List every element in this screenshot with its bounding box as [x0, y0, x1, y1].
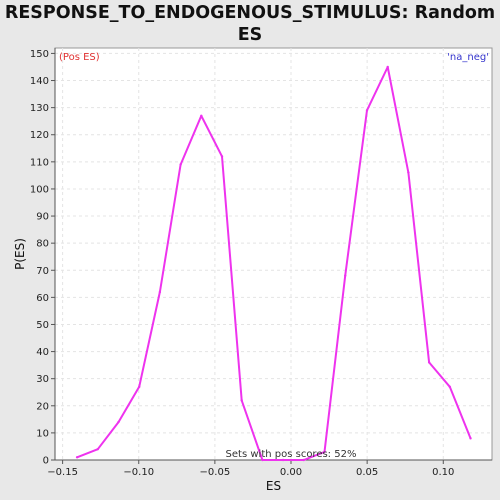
data-point — [240, 399, 243, 402]
data-point — [323, 450, 326, 454]
data-point — [427, 361, 431, 364]
data-point — [448, 385, 452, 389]
data-point — [179, 163, 182, 166]
series-layer — [75, 65, 472, 462]
data-point — [302, 458, 306, 462]
y-tick-label: 100 — [30, 184, 49, 195]
legend-na-neg: 'na_neg' — [447, 52, 489, 63]
y-tick-label: 120 — [30, 130, 49, 141]
y-tick-label: 20 — [36, 401, 49, 412]
x-tick-label: 0.10 — [432, 467, 454, 478]
y-tick-label: 60 — [36, 293, 49, 304]
pos-scores-annotation: Sets with pos scores: 52% — [226, 449, 357, 460]
data-point — [220, 155, 224, 158]
data-point — [261, 458, 264, 462]
x-tick-label: 0.05 — [356, 467, 378, 478]
y-tick-label: 80 — [36, 239, 49, 250]
x-axis-label: ES — [266, 479, 281, 493]
y-tick-label: 90 — [36, 212, 49, 223]
data-point — [138, 385, 141, 389]
x-tick-label: −0.10 — [123, 467, 154, 478]
y-tick-label: 0 — [43, 456, 49, 467]
data-point — [407, 171, 410, 174]
data-point — [117, 420, 120, 424]
series-line-0 — [76, 66, 472, 461]
data-point — [281, 458, 285, 462]
data-point — [344, 274, 347, 277]
data-point — [469, 437, 472, 440]
y-tick-label: 140 — [30, 76, 49, 87]
y-tick-label: 50 — [36, 320, 49, 331]
y-tick-label: 70 — [36, 266, 49, 277]
data-point — [96, 447, 99, 451]
y-axis-label: P(ES) — [13, 238, 27, 270]
data-point — [200, 114, 203, 117]
data-point — [386, 65, 389, 69]
plot-area — [54, 47, 493, 461]
y-tick-label: 110 — [30, 157, 49, 168]
data-point — [75, 456, 79, 459]
chart-title-line-1: RESPONSE_TO_ENDOGENOUS_STIMULUS: Random … — [4, 3, 496, 45]
y-tick-label: 150 — [30, 49, 49, 60]
y-tick-label: 10 — [36, 428, 49, 439]
axes: 0 10 20 30 40 50 60 70 80 90 100 110 120 130 140 150 −0.… — [30, 48, 492, 478]
x-tick-label: −0.05 — [200, 467, 231, 478]
y-tick-label: 30 — [36, 374, 49, 385]
x-tick-label: 0.00 — [280, 467, 302, 478]
y-tick-label: 130 — [30, 103, 49, 114]
data-point — [158, 290, 162, 294]
y-tick-label: 40 — [36, 347, 49, 358]
x-tick-label: −0.15 — [47, 467, 78, 478]
data-point — [365, 109, 369, 112]
legend-pos-es: (Pos ES) — [59, 52, 100, 63]
